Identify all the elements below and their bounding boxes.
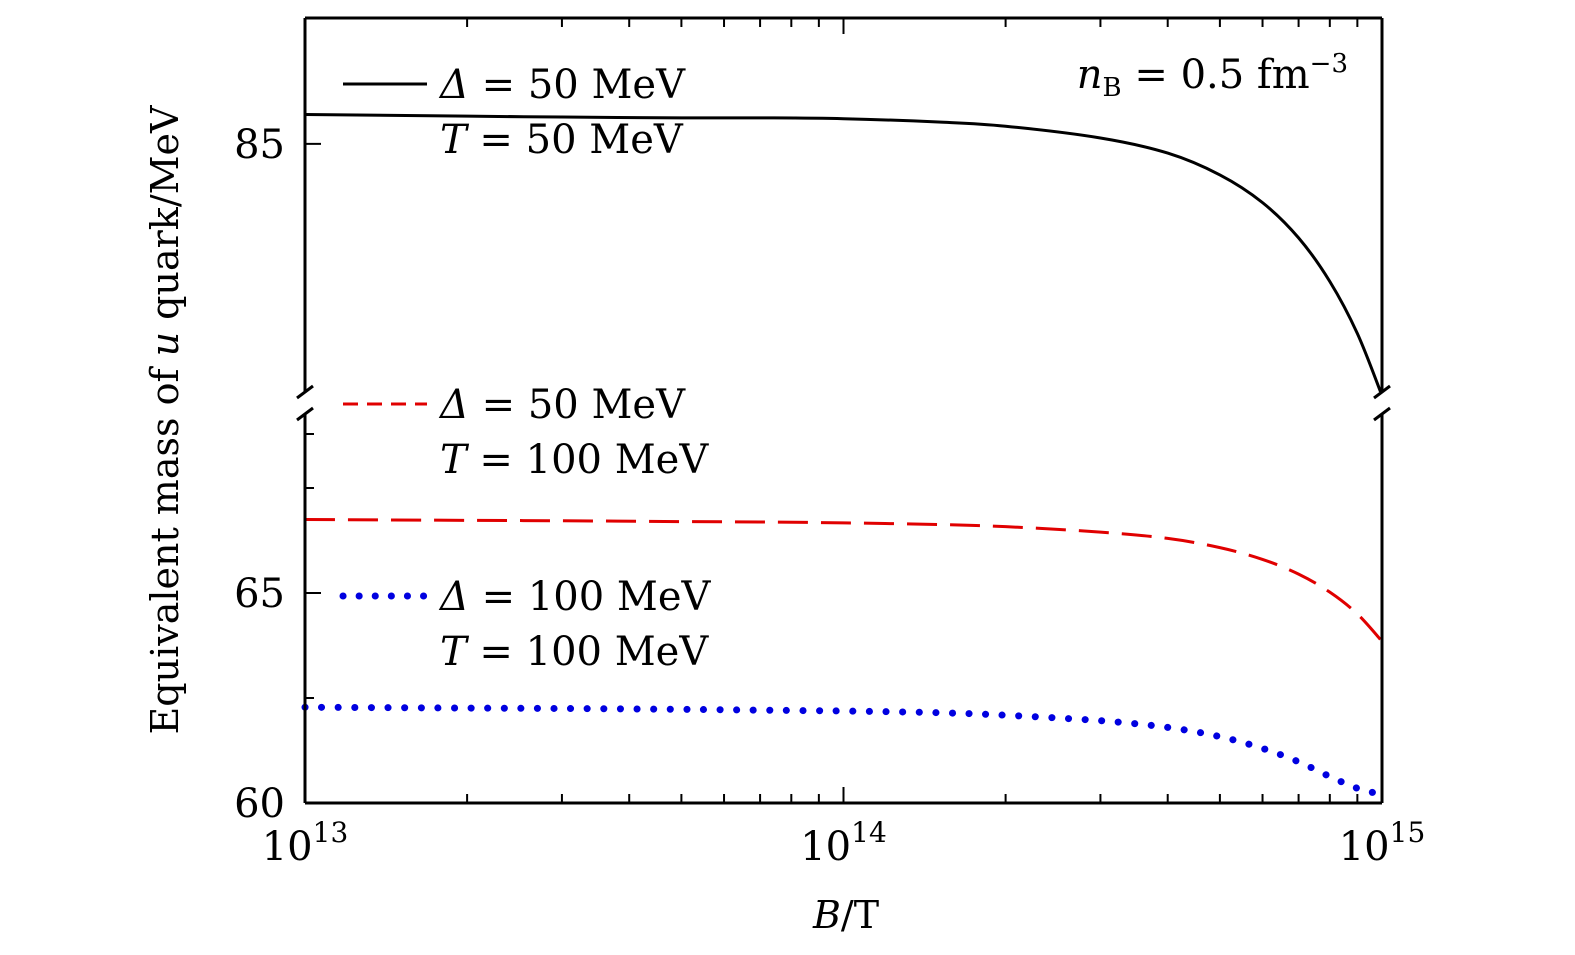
x-tick-base: 10 (1339, 824, 1390, 870)
axis-break-mark-left-2 (296, 406, 314, 422)
axis-break-mark-right-2 (1373, 406, 1391, 422)
y-tick-label-85: 85 (234, 122, 285, 168)
legend-label-series-3-line2: T = 100 MeV (440, 629, 709, 675)
legend-label-series-2-line1: Δ = 50 MeV (438, 382, 686, 428)
legend: Δ = 50 MeV T = 50 MeV Δ = 50 MeV T = 100… (339, 62, 712, 675)
x-tick-exponent: 13 (313, 816, 349, 849)
legend-label-series-1-line2: T = 50 MeV (440, 117, 684, 163)
axis-break-mark-left-1 (296, 384, 314, 400)
x-tick-label-14: 1014 (800, 816, 887, 870)
legend-label-series-1-line1: Δ = 50 MeV (438, 62, 686, 108)
legend-label-series-2-line2: T = 100 MeV (440, 437, 709, 483)
legend-label-series-3-line1: Δ = 100 MeV (438, 574, 712, 620)
x-tick-label-15: 1015 (1339, 816, 1426, 870)
series-line-2 (304, 518, 1384, 643)
x-tick-exponent: 14 (851, 816, 887, 849)
axis-break-gap-left (293, 392, 317, 414)
y-axis-title: Equivalent mass of u quark/MeV (143, 105, 187, 734)
density-annotation: nB = 0.5 fm−3 (1077, 49, 1348, 103)
x-tick-base: 10 (800, 824, 851, 870)
series-line-1 (304, 113, 1384, 397)
y-tick-label-60: 60 (234, 781, 285, 827)
x-axis-title: B/T (812, 893, 879, 937)
x-tick-label-13: 1013 (262, 816, 349, 870)
x-tick-base: 10 (262, 824, 313, 870)
series-line-3 (301, 703, 1386, 799)
axis-break-mark-right-1 (1373, 384, 1391, 400)
y-tick-label-65: 65 (234, 571, 285, 617)
axis-break-gap-right (1370, 392, 1394, 414)
x-tick-exponent: 15 (1390, 816, 1426, 849)
series-layer (301, 113, 1386, 799)
